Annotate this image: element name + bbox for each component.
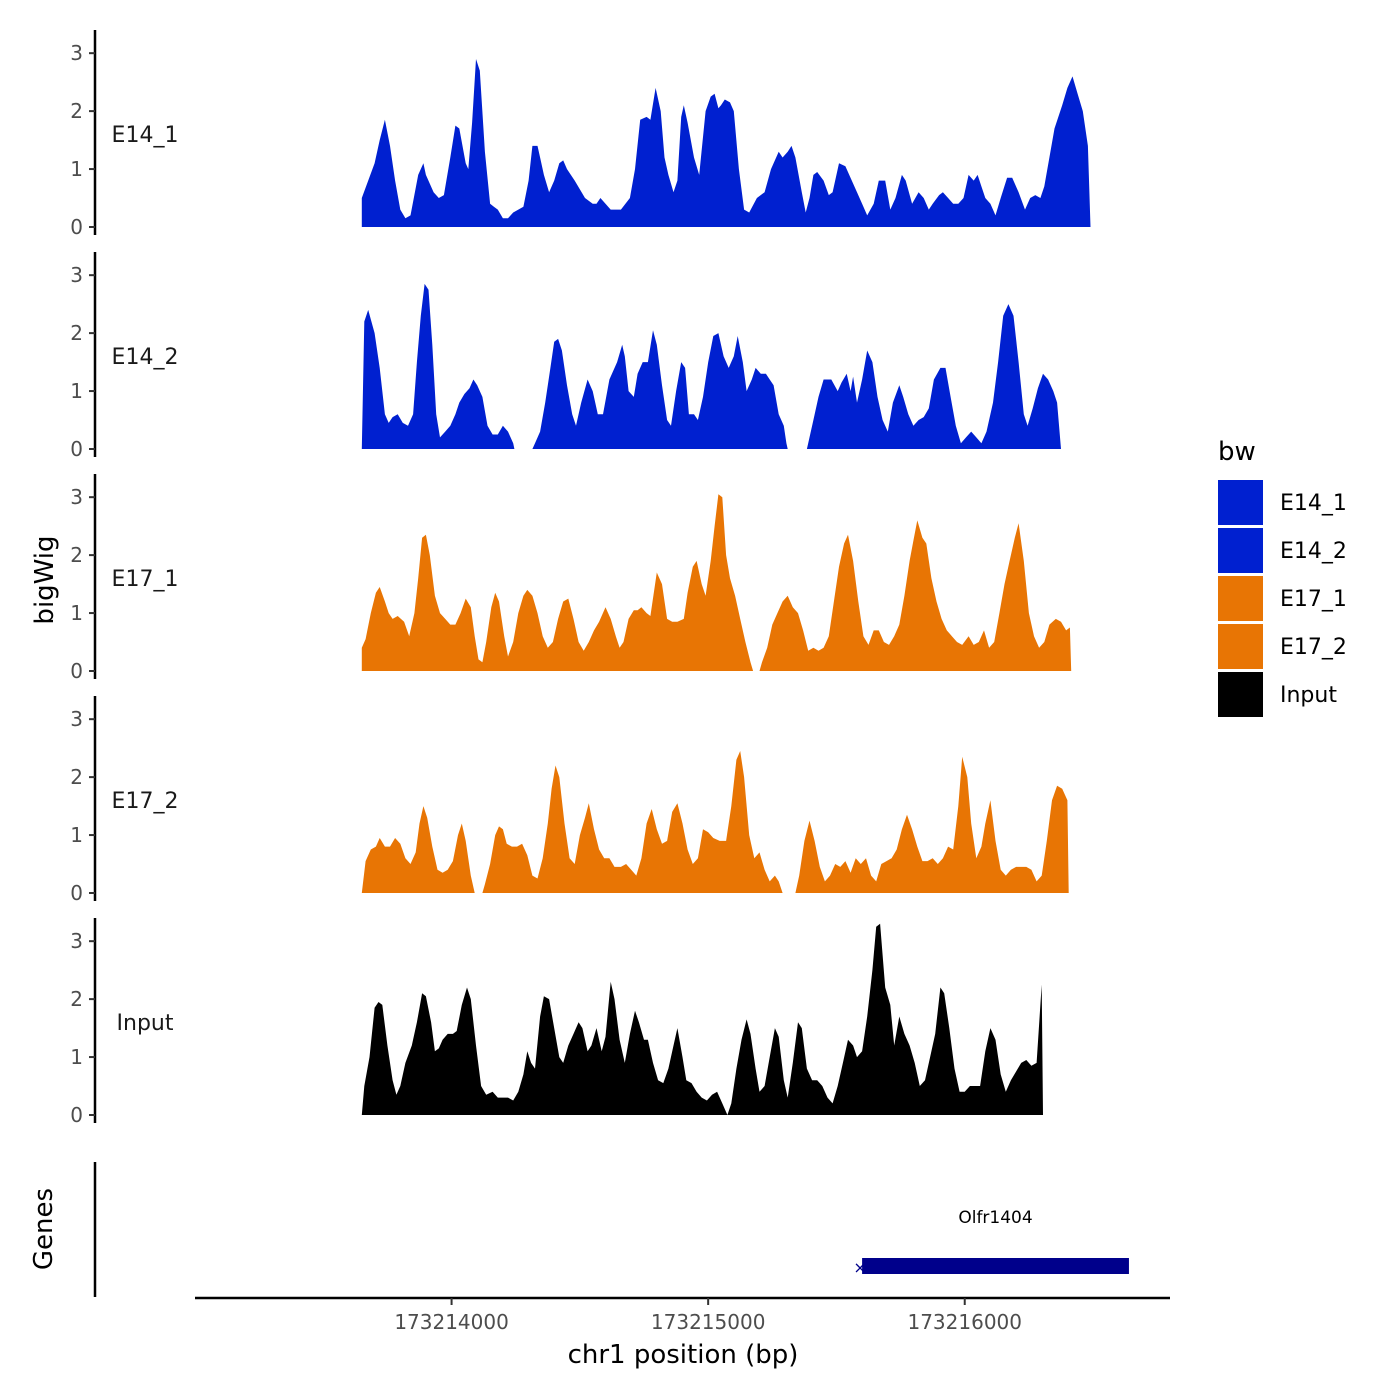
legend-swatch-E17_2 (1218, 624, 1263, 669)
gene-Olfr1404-label: Olfr1404 (958, 1208, 1032, 1228)
legend-swatch-E14_2 (1218, 528, 1263, 573)
track-E14_2-y-tick-label-3: 3 (70, 263, 83, 287)
track-E14_2-y-tick-label-2: 2 (70, 321, 83, 345)
track-E14_1-y-tick-label-2: 2 (70, 99, 83, 123)
track-E17_2: 0 1 2 3 E17_2 (70, 696, 1069, 905)
track-E17_1-y-tick-label-1: 1 (70, 601, 83, 625)
track-E14_2-label: E14_2 (112, 345, 179, 370)
track-Input-y-tick-label-1: 1 (70, 1045, 83, 1069)
legend-title: bw (1218, 437, 1256, 467)
track-E14_1-signal-area (361, 59, 1091, 227)
tracks-layer: 0 1 2 3 E14_1 0 1 2 3 E14_2 0 1 2 3 E17_1 0 1 2 3 E17_2 0 1 2 3… (70, 30, 1091, 1127)
track-Input-signal-area (361, 923, 1043, 1115)
track-E17_1-y-tick-label-2: 2 (70, 543, 83, 567)
y-axis-title: bigWig (30, 535, 60, 624)
x-tick-label-173215000: 173215000 (651, 1310, 766, 1334)
track-E14_2-y-tick-label-0: 0 (70, 437, 83, 461)
track-Input-label: Input (117, 1011, 174, 1036)
track-Input-y-tick-label-3: 3 (70, 929, 83, 953)
x-axis-title: chr1 position (bp) (568, 1340, 799, 1370)
gene-Olfr1404-body (862, 1258, 1129, 1274)
x-axis: chr1 position (bp) 173214000 173215000 173… (195, 1296, 1170, 1370)
legend-swatch-E14_1 (1218, 480, 1263, 525)
track-E14_1-y-tick-label-0: 0 (70, 215, 83, 239)
track-Input-y-tick-label-0: 0 (70, 1103, 83, 1127)
legend-swatch-E17_1 (1218, 576, 1263, 621)
track-E14_1: 0 1 2 3 E14_1 (70, 30, 1091, 239)
x-tick-label-173216000: 173216000 (907, 1310, 1022, 1334)
track-E14_2-signal-area (361, 283, 1061, 449)
track-E17_1-y-tick-label-3: 3 (70, 485, 83, 509)
track-E17_1: 0 1 2 3 E17_1 (70, 474, 1072, 683)
track-E17_2-y-tick-label-3: 3 (70, 707, 83, 731)
track-E14_2: 0 1 2 3 E14_2 (70, 252, 1061, 461)
track-E14_1-label: E14_1 (112, 123, 179, 148)
track-E17_2-y-tick-label-2: 2 (70, 765, 83, 789)
legend-label-E14_1: E14_1 (1280, 491, 1347, 516)
x-tick-label-173214000: 173214000 (394, 1310, 509, 1334)
track-E14_1-y-tick-label-3: 3 (70, 41, 83, 65)
track-E14_2-y-tick-label-1: 1 (70, 379, 83, 403)
track-E17_1-y-tick-label-0: 0 (70, 659, 83, 683)
legend-label-E17_1: E17_1 (1280, 587, 1347, 612)
gene-Olfr1404-start-marker: × (853, 1258, 866, 1277)
legend-label-Input: Input (1280, 683, 1337, 708)
legend-swatch-Input (1218, 672, 1263, 717)
track-E17_2-y-tick-label-0: 0 (70, 881, 83, 905)
track-Input: 0 1 2 3 Input (70, 918, 1043, 1127)
track-E17_2-y-tick-label-1: 1 (70, 823, 83, 847)
legend: bw E14_1 E14_2 E17_1 E17_2 Input (1218, 437, 1347, 717)
gene-Olfr1404: × Olfr1404 (853, 1208, 1129, 1277)
gene-track: Genes × Olfr1404 (29, 1162, 1129, 1297)
track-E17_2-label: E17_2 (112, 789, 179, 814)
legend-label-E17_2: E17_2 (1280, 635, 1347, 660)
track-Input-y-tick-label-2: 2 (70, 987, 83, 1011)
track-E17_2-signal-area (361, 751, 1069, 893)
track-E17_1-signal-area (361, 494, 1072, 671)
legend-label-E14_2: E14_2 (1280, 539, 1347, 564)
gene-track-title: Genes (29, 1188, 59, 1270)
track-E14_1-y-tick-label-1: 1 (70, 157, 83, 181)
track-E17_1-label: E17_1 (112, 567, 179, 592)
